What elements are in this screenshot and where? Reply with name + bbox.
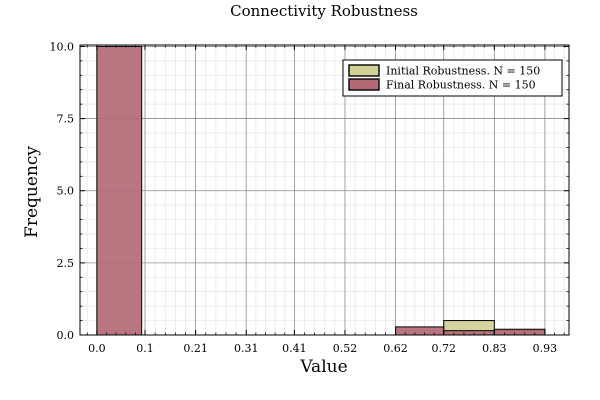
x-axis-label: Value [299, 357, 347, 377]
x-tick-label: 0.93 [533, 342, 558, 355]
x-tick-label: 0.31 [234, 342, 259, 355]
axis-ticks [80, 45, 569, 336]
x-tick-label: 0.62 [383, 342, 408, 355]
x-tick-label: 0.41 [282, 342, 307, 355]
x-tick-label: 0.83 [482, 342, 507, 355]
final-robustness-bar [443, 330, 495, 336]
y-tick-label: 5.0 [57, 185, 75, 198]
x-tick-labels: 0.0 0.1 0.21 0.31 0.41 0.52 0.62 0.72 0.83 0.93 [88, 342, 557, 355]
y-tick-labels: 0.0 2.5 5.0 7.5 10.0 [50, 40, 75, 342]
x-tick-label: 0.21 [183, 342, 208, 355]
final-robustness-bar [395, 326, 445, 336]
x-tick-label: 0.72 [431, 342, 456, 355]
legend-swatch-final [348, 78, 380, 91]
x-tick-label: 0.0 [88, 342, 106, 355]
minor-grid [80, 45, 569, 335]
y-axis-label: Frequency [22, 146, 42, 238]
x-tick-label: 0.52 [333, 342, 358, 355]
chart-title: Connectivity Robustness [230, 2, 418, 20]
y-tick-label: 7.5 [57, 113, 75, 126]
y-tick-label: 10.0 [50, 40, 75, 53]
final-robustness-bar [493, 328, 546, 336]
legend-label-initial: Initial Robustness. N = 150 [386, 65, 540, 78]
y-tick-label: 2.5 [57, 257, 75, 270]
final-robustness-bar [96, 45, 143, 336]
x-tick-label: 0.1 [136, 342, 154, 355]
legend-swatch-initial [348, 64, 380, 77]
y-tick-label: 0.0 [57, 329, 75, 342]
legend-label-final: Final Robustness. N = 150 [386, 79, 536, 92]
